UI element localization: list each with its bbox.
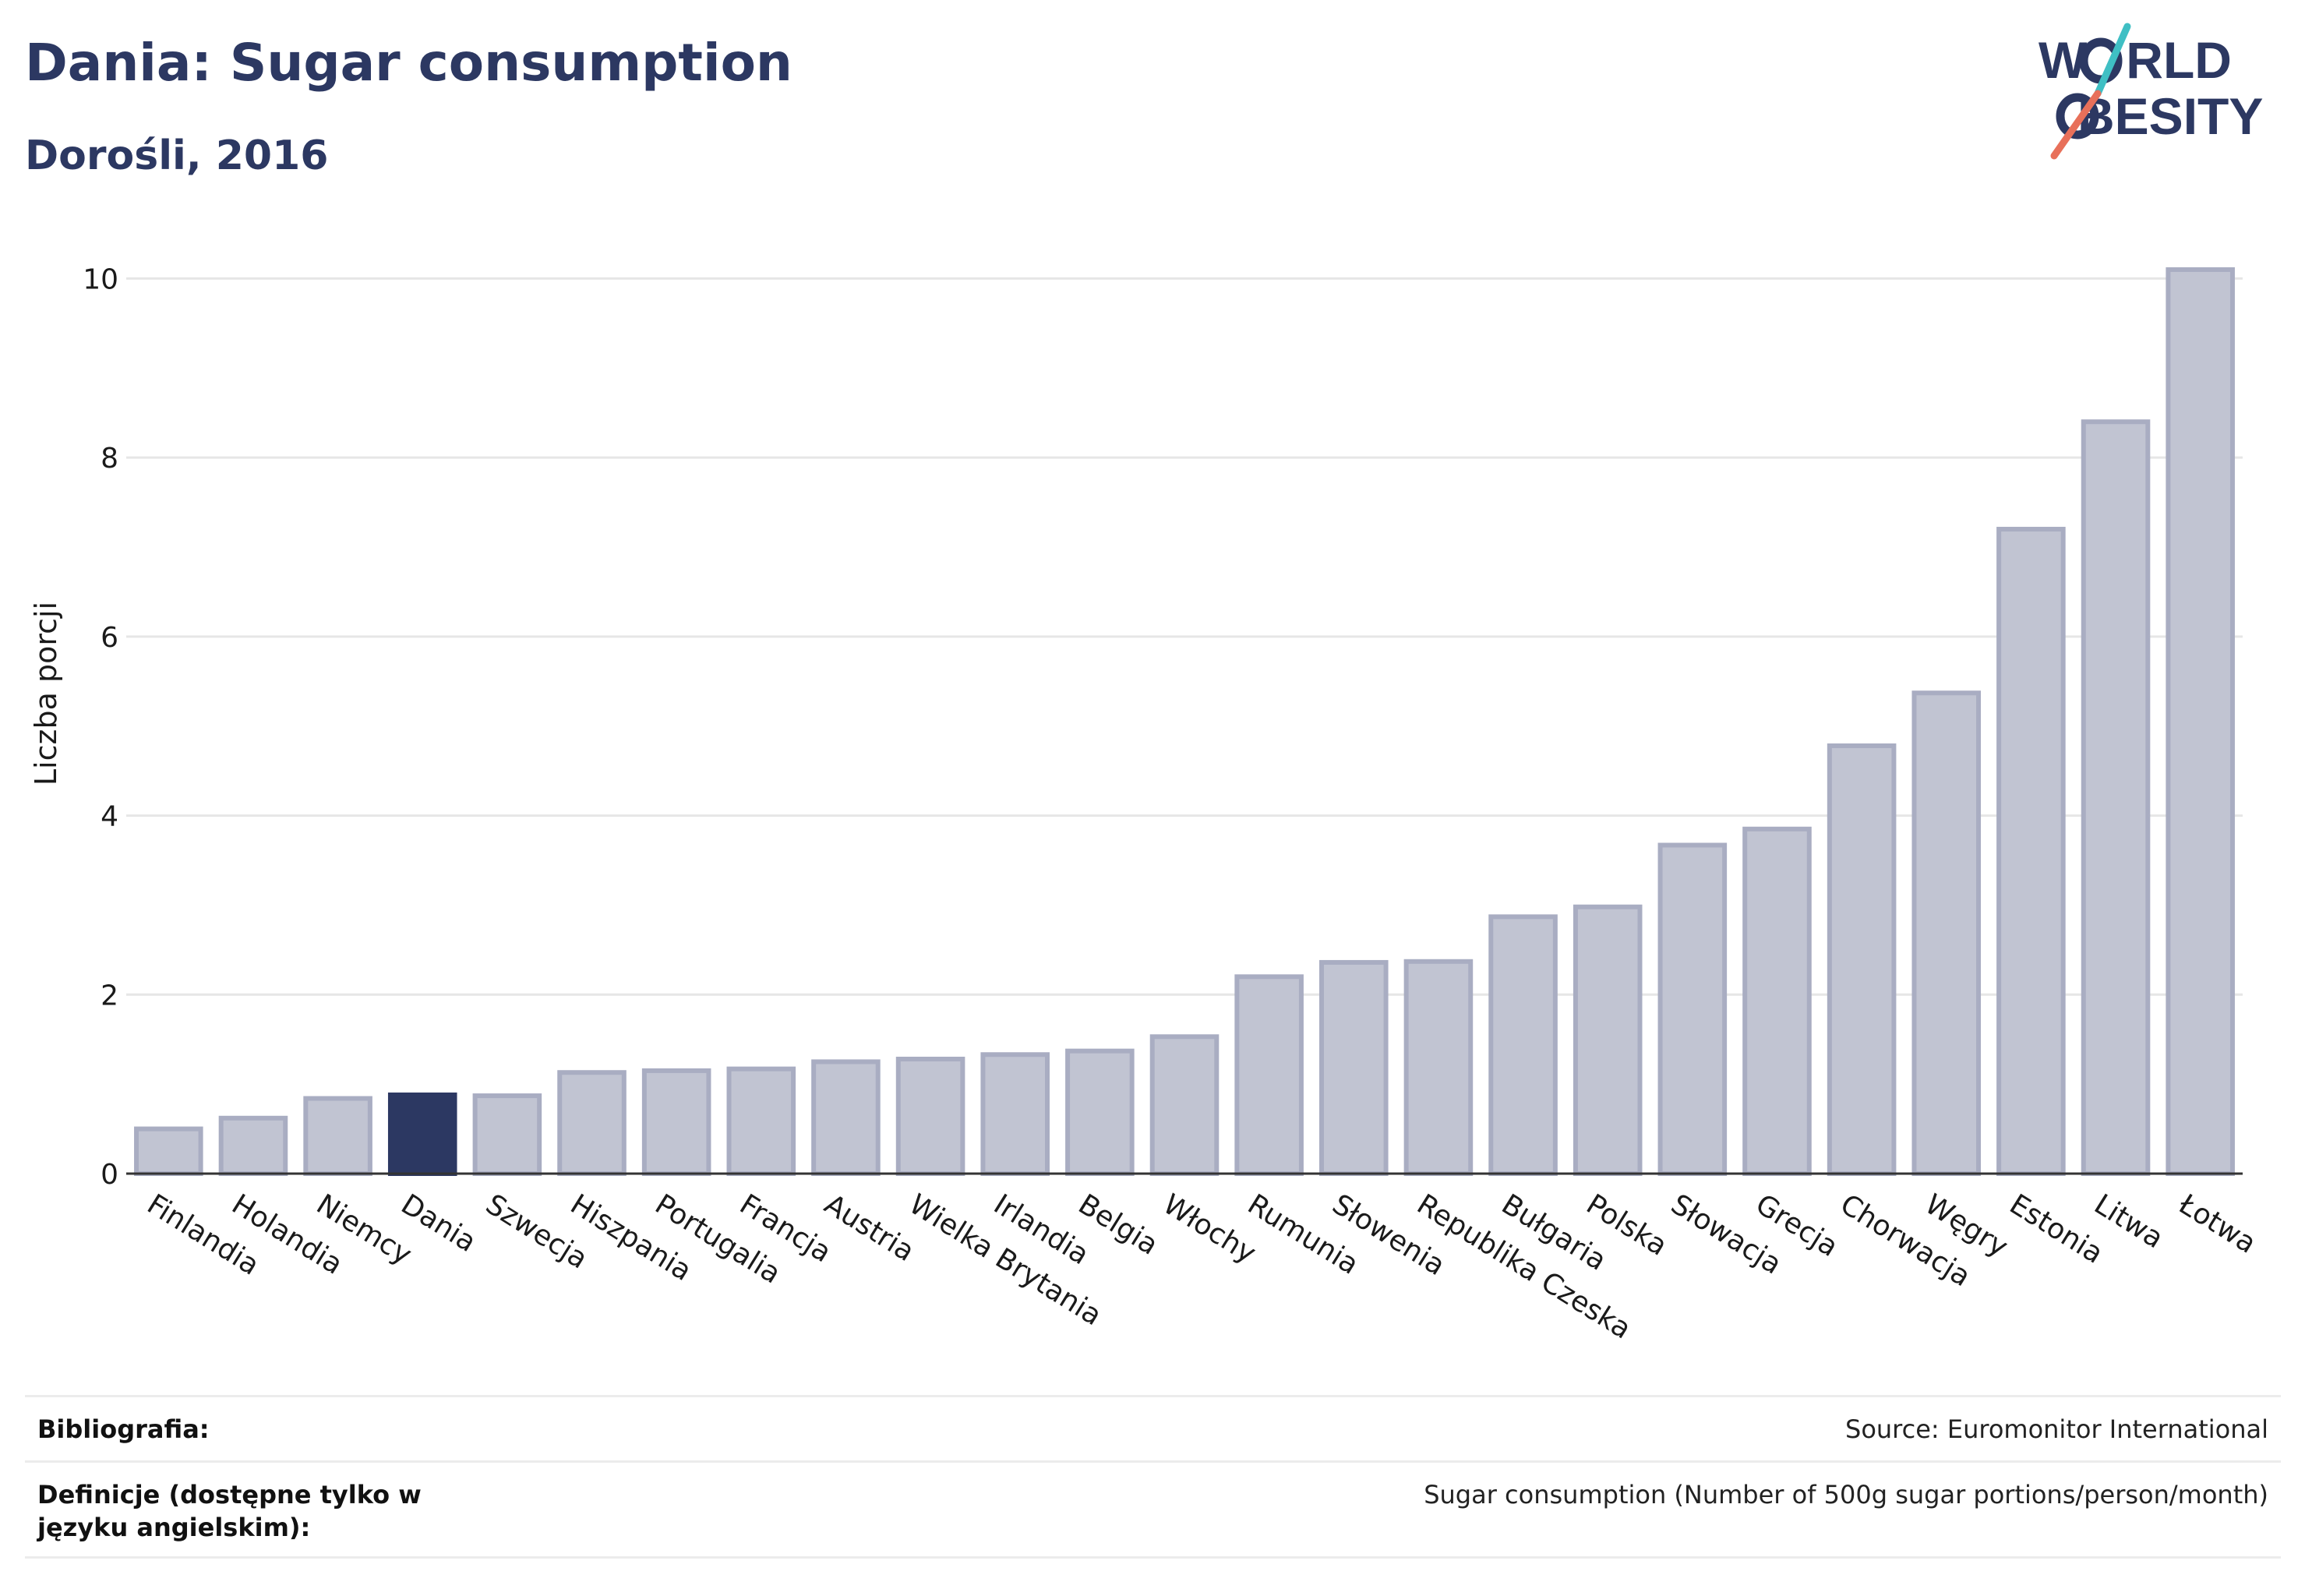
y-tick-label: 0: [101, 1159, 118, 1191]
bar-szwecja: [472, 1093, 542, 1177]
bar-finlandia: [134, 1126, 203, 1176]
bar-wielka-brytania: [895, 1056, 965, 1177]
bibliography-row: Bibliografia: Source: Euromonitor Intern…: [25, 1395, 2281, 1460]
y-axis-label: Liczba porcji: [29, 602, 63, 786]
bar-węgry: [1911, 690, 1982, 1176]
bar-włochy: [1149, 1034, 1220, 1176]
bibliography-label: Bibliografia:: [37, 1414, 210, 1444]
bar-słowacja: [1657, 842, 1728, 1177]
bar-francja: [726, 1066, 796, 1177]
y-tick-label: 8: [101, 443, 118, 475]
bar-chart: 0246810FinlandiaHolandiaNiemcyDaniaSzwec…: [29, 263, 2261, 1345]
svg-text:BESITY: BESITY: [2077, 87, 2263, 145]
bar-hiszpania: [557, 1070, 627, 1176]
sources-table: Bibliografia: Source: Euromonitor Intern…: [25, 1395, 2281, 1559]
y-tick-label: 2: [101, 980, 118, 1012]
bars: [134, 267, 2235, 1177]
x-tick-label: Włochy: [1157, 1188, 1261, 1270]
bar-dania: [387, 1092, 457, 1176]
bar-portugalia: [641, 1068, 711, 1177]
bar-holandia: [218, 1115, 288, 1176]
y-tick-label: 6: [101, 622, 118, 654]
bar-niemcy: [303, 1096, 372, 1177]
bar-słowenia: [1318, 959, 1389, 1176]
x-tick-label: Estonia: [2004, 1188, 2109, 1270]
bar-polska: [1573, 904, 1643, 1176]
y-tick-label: 4: [101, 801, 118, 833]
bar-łotwa: [2166, 267, 2235, 1176]
definitions-value: Sugar consumption (Number of 500g sugar …: [1424, 1480, 2268, 1509]
bar-republika-czeska: [1403, 959, 1474, 1176]
bar-litwa: [2081, 419, 2151, 1176]
bar-belgia: [1065, 1048, 1135, 1177]
bar-bułgaria: [1488, 914, 1558, 1176]
bar-chorwacja: [1827, 743, 1897, 1176]
bar-irlandia: [980, 1052, 1050, 1176]
bar-grecja: [1742, 826, 1812, 1176]
bar-estonia: [1996, 527, 2066, 1176]
x-tick-label: Austria: [819, 1188, 920, 1268]
bar-austria: [811, 1059, 881, 1177]
definitions-label: Definicje (dostępne tylko w języku angie…: [37, 1480, 422, 1542]
chart-title: Dania: Sugar consumption: [25, 33, 792, 93]
bibliography-value: Source: Euromonitor International: [1845, 1414, 2268, 1444]
bar-rumunia: [1234, 974, 1304, 1176]
chart-subtitle: Dorośli, 2016: [25, 132, 329, 179]
world-obesity-logo: W RLD BESITY: [2038, 23, 2263, 160]
y-tick-label: 10: [83, 263, 118, 295]
definitions-row: Definicje (dostępne tylko w języku angie…: [25, 1460, 2281, 1559]
x-tick-label: Łotwa: [2173, 1188, 2261, 1259]
